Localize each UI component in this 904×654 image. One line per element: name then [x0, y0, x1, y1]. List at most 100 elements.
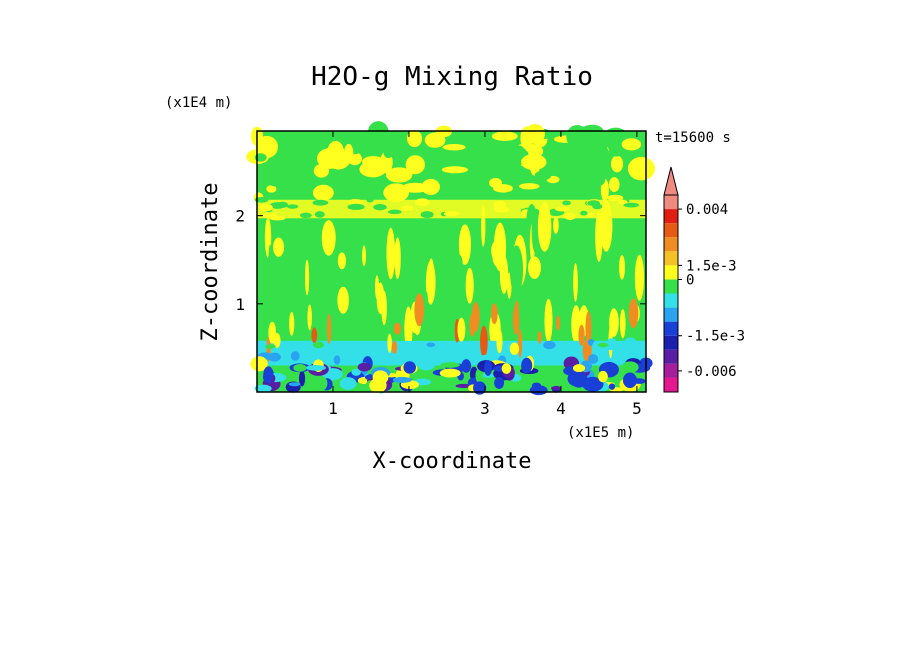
- contour-patch: [443, 381, 454, 386]
- contour-patch: [525, 124, 545, 145]
- contour-patch: [455, 383, 472, 389]
- contour-patch: [501, 363, 512, 374]
- contour-plume: [578, 324, 585, 346]
- contour-patch: [267, 352, 281, 362]
- contour-field: [246, 121, 655, 396]
- contour-patch: [572, 364, 586, 373]
- contour-patch: [623, 202, 640, 208]
- contour-patch: [610, 155, 624, 173]
- contour-plume: [315, 268, 322, 300]
- contour-plume: [509, 342, 520, 356]
- contour-patch: [255, 135, 279, 159]
- contour-patch: [608, 383, 616, 390]
- colorbar-level: [664, 265, 678, 280]
- contour-patch: [265, 344, 276, 349]
- contour-plume: [311, 327, 318, 344]
- contour-patch: [440, 362, 460, 368]
- contour-patch: [288, 382, 301, 387]
- contour-patch: [421, 178, 440, 195]
- contour-plume: [618, 254, 625, 280]
- contour-plume: [509, 245, 524, 295]
- contour-patch: [385, 167, 413, 183]
- contour-plume: [304, 259, 310, 296]
- contour-patch: [373, 204, 387, 211]
- contour-patch: [313, 351, 324, 362]
- contour-patch: [521, 357, 533, 374]
- colorbar-label: 1.5e-3: [686, 258, 737, 274]
- contour-patch: [392, 376, 412, 384]
- x-axis-label: X-coordinate: [373, 449, 532, 474]
- contour-patch: [531, 382, 542, 389]
- contour-patch: [562, 200, 571, 206]
- colorbar-level: [664, 321, 678, 336]
- colorbar-level: [664, 363, 678, 378]
- contour-patch: [343, 143, 354, 164]
- contour-plume: [393, 322, 402, 335]
- contour-patch: [592, 341, 600, 350]
- contour-patch: [406, 129, 423, 148]
- contour-patch: [608, 135, 625, 157]
- plot-frame: [256, 130, 647, 393]
- colorbar-frame: [663, 194, 679, 393]
- contour-plume: [424, 291, 429, 341]
- contour-patch: [259, 203, 273, 212]
- y-tick-label: 1: [235, 295, 245, 314]
- contour-patch: [290, 351, 300, 361]
- contour-patch: [567, 152, 579, 165]
- contour-patch: [598, 370, 608, 383]
- contour-plume: [465, 267, 474, 304]
- contour-patch: [263, 366, 274, 382]
- x-tick-label: 4: [556, 399, 566, 418]
- contour-patch: [521, 154, 547, 171]
- contour-patch: [405, 155, 425, 175]
- contour-patch: [383, 183, 409, 203]
- contour-patch: [525, 145, 536, 153]
- contour-plume: [469, 313, 476, 337]
- contour-patch: [484, 360, 492, 376]
- contour-plume: [537, 202, 552, 252]
- x-tick-label: 1: [328, 399, 338, 418]
- colorbar-level: [664, 377, 678, 392]
- colorbar: -0.006 -1.5e-3 01.5e-3 0.004: [663, 166, 745, 393]
- contour-patch: [276, 201, 289, 208]
- contour-plume: [307, 304, 312, 331]
- contour-patch: [493, 200, 507, 209]
- x-tick-label: 2: [404, 399, 414, 418]
- contour-plume: [490, 303, 498, 325]
- contour-patch: [348, 198, 363, 205]
- contour-plume: [289, 311, 295, 336]
- colorbar-level: [664, 307, 678, 322]
- contour-plume: [394, 237, 401, 280]
- contour-patch: [420, 211, 434, 219]
- colorbar-label: -1.5e-3: [686, 329, 745, 345]
- colorbar-label: 0.004: [686, 202, 728, 218]
- contour-plume: [595, 210, 603, 262]
- contour-patch: [627, 156, 655, 181]
- contour-patch: [550, 386, 562, 391]
- contour-patch: [534, 170, 552, 181]
- colorbar-level: [664, 293, 678, 308]
- contour-plume: [381, 290, 387, 326]
- y-axis-label: Z-coordinate: [198, 183, 223, 342]
- contour-plume: [273, 332, 281, 349]
- contour-plume: [337, 286, 349, 314]
- contour-plume: [327, 313, 332, 345]
- contour-plume: [517, 329, 523, 358]
- contour-patch: [403, 361, 416, 374]
- contour-patch: [543, 341, 556, 350]
- contour-patch: [357, 362, 371, 372]
- contour-plume: [374, 275, 380, 300]
- contour-patch: [303, 140, 313, 163]
- contour-patch: [607, 194, 624, 202]
- contour-plume: [321, 220, 336, 256]
- contour-plume: [293, 232, 305, 269]
- contour-patch: [366, 197, 374, 203]
- contour-patch: [316, 148, 343, 169]
- contour-plume: [337, 252, 347, 270]
- contour-patch: [491, 131, 518, 141]
- contour-plume: [496, 328, 503, 354]
- contour-patch: [262, 212, 278, 218]
- chart-title: H2O-g Mixing Ratio: [311, 62, 593, 92]
- contour-plume: [544, 298, 553, 343]
